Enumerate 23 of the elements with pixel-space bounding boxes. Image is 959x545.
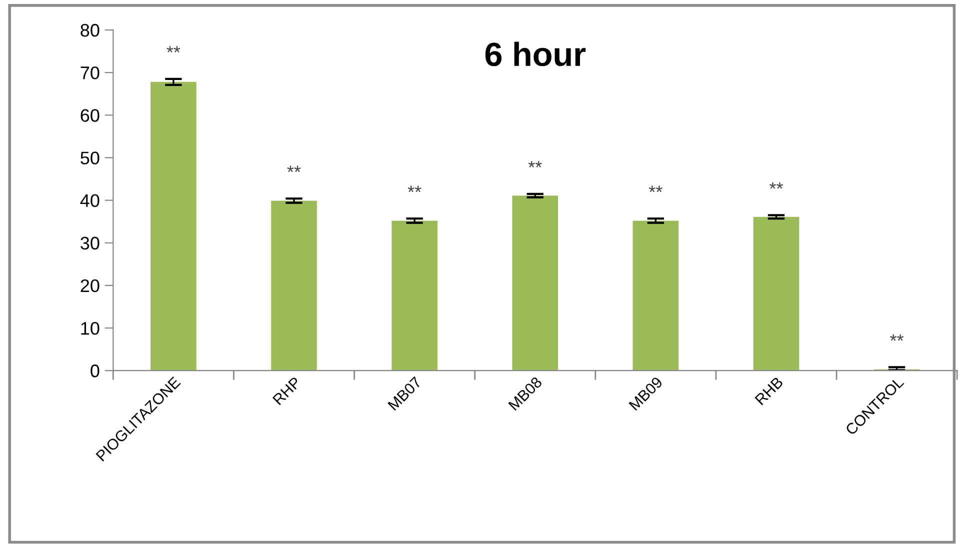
- y-tick-label: 60: [80, 109, 100, 122]
- annotation: **: [166, 46, 180, 52]
- y-tick-label: 40: [80, 194, 100, 208]
- bar: [632, 220, 679, 371]
- bar: [753, 216, 800, 371]
- y-tick-label: 20: [80, 279, 100, 292]
- bar: [150, 82, 196, 371]
- y-tick-label: 50: [80, 152, 100, 164]
- chart-title: 6 hour: [485, 42, 586, 66]
- y-tick-label: 30: [80, 236, 100, 250]
- bar: [392, 220, 438, 371]
- annotation: **: [408, 186, 422, 192]
- annotation: **: [890, 334, 904, 341]
- annotation: **: [770, 182, 783, 189]
- y-tick-label: 10: [81, 322, 100, 335]
- bar: [512, 196, 558, 371]
- y-tick-label: 70: [80, 66, 100, 80]
- annotation: **: [648, 186, 662, 192]
- y-tick-label: 0: [90, 364, 100, 378]
- bar: [271, 200, 317, 371]
- annotation: **: [287, 166, 301, 172]
- annotation: **: [528, 161, 542, 168]
- y-tick-label: 80: [80, 24, 100, 37]
